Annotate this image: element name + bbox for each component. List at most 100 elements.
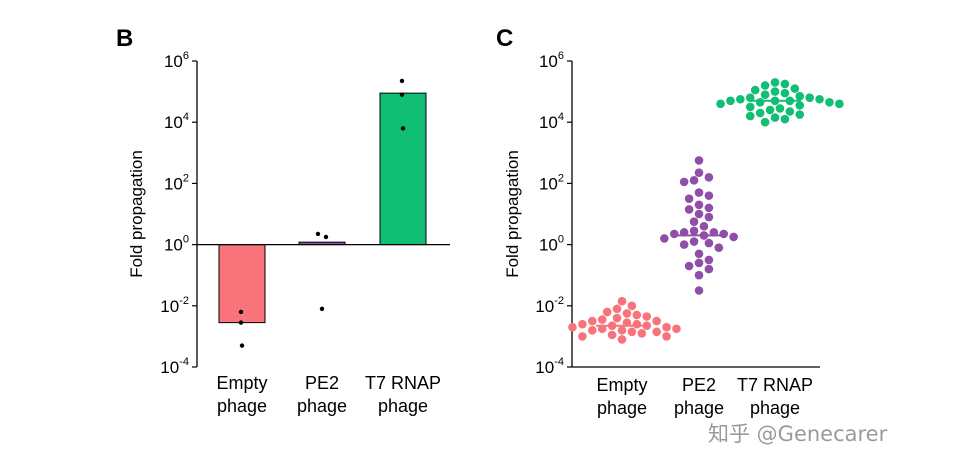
data-point: [694, 188, 704, 197]
data-point: [795, 91, 805, 101]
x-category-label-line1: Empty: [216, 373, 267, 393]
data-point: [588, 316, 597, 326]
panel-b-label: B: [116, 25, 133, 52]
data-point: [238, 309, 244, 315]
x-category-label-line1: T7 RNAP: [365, 373, 441, 393]
data-point: [694, 200, 704, 210]
watermark-text: 知乎 @Genecarer: [708, 422, 888, 446]
data-point: [617, 325, 627, 335]
data-point: [704, 212, 714, 222]
y-tick-label: 106: [539, 50, 564, 71]
data-point: [672, 324, 681, 334]
data-point: [315, 231, 321, 237]
data-point: [760, 90, 770, 99]
y-tick-label: 104: [539, 111, 564, 132]
data-point: [704, 264, 714, 274]
data-point: [694, 168, 704, 177]
data-point: [716, 99, 725, 109]
data-point: [760, 117, 770, 127]
data-point: [736, 94, 745, 104]
data-point: [399, 78, 405, 84]
data-point: [684, 194, 694, 203]
data-point: [632, 310, 642, 320]
data-point: [726, 96, 735, 106]
data-point: [689, 237, 699, 246]
data-point: [795, 101, 805, 110]
panel-c: C 10-4 10-2 100 102 104 106 Fold propagation Em…: [496, 25, 844, 418]
x-category-label-line2: phage: [750, 398, 800, 418]
data-point: [770, 78, 780, 87]
data-point: [704, 172, 714, 182]
data-point: [632, 319, 642, 329]
data-point: [699, 221, 709, 231]
y-tick-label: 102: [164, 172, 189, 193]
data-point: [704, 255, 714, 265]
y-tick-label: 102: [539, 172, 564, 193]
data-point: [642, 312, 652, 321]
data-point: [745, 102, 755, 112]
data-point: [319, 306, 325, 312]
data-point: [662, 322, 671, 332]
y-tick-label: 10-4: [160, 356, 189, 377]
data-point: [637, 329, 647, 338]
data-point: [835, 99, 844, 109]
data-point: [627, 327, 637, 337]
y-tick-label: 104: [164, 111, 189, 132]
data-point: [770, 87, 780, 96]
data-point: [622, 309, 632, 318]
data-point: [775, 104, 785, 113]
y-tick-label: 10-2: [160, 295, 189, 316]
data-point: [588, 325, 597, 335]
x-category-label-line1: PE2: [305, 373, 339, 393]
y-axis-title: Fold propagation: [127, 150, 146, 278]
data-point: [607, 330, 617, 340]
x-category-label-line2: phage: [597, 398, 647, 418]
data-point: [239, 343, 245, 348]
data-point: [750, 85, 760, 95]
data-point: [689, 176, 699, 185]
data-point: [612, 304, 622, 314]
data-point: [617, 296, 627, 306]
data-point: [578, 319, 587, 329]
x-category-label-line2: phage: [378, 396, 428, 416]
data-point: [694, 209, 704, 219]
data-point: [729, 232, 738, 242]
data-point: [815, 94, 824, 104]
data-point: [568, 322, 577, 332]
x-category-label-line2: phage: [297, 396, 347, 416]
data-point: [238, 320, 244, 325]
data-point: [684, 205, 694, 214]
data-point: [825, 98, 834, 107]
data-point: [597, 315, 607, 324]
data-point: [694, 156, 704, 165]
data-point: [765, 105, 775, 115]
data-point: [805, 93, 814, 103]
data-point: [770, 113, 780, 122]
data-point: [652, 316, 661, 326]
y-tick-label: 10-4: [535, 356, 564, 377]
data-point: [694, 258, 704, 268]
data-point: [627, 301, 637, 311]
data-point: [689, 226, 699, 236]
data-point: [400, 126, 406, 131]
x-category-label-line1: PE2: [682, 375, 716, 395]
x-category-label-line2: phage: [674, 398, 724, 418]
bar: [379, 92, 427, 246]
y-tick-label: 100: [539, 234, 564, 255]
data-point: [323, 234, 329, 240]
panel-b: B 10-4 10-2 100 102 104 106 Fold propagation Em…: [116, 25, 450, 416]
data-point: [684, 261, 694, 271]
data-point: [652, 327, 661, 337]
data-point: [694, 270, 704, 280]
data-point: [662, 332, 671, 341]
data-point: [602, 307, 612, 317]
data-point: [660, 234, 669, 243]
data-point: [617, 335, 627, 344]
data-point: [755, 108, 765, 118]
data-point: [795, 110, 805, 119]
data-point: [669, 229, 679, 239]
data-point: [714, 243, 724, 252]
data-point: [745, 111, 755, 121]
data-point: [578, 332, 587, 341]
data-point: [780, 114, 790, 124]
